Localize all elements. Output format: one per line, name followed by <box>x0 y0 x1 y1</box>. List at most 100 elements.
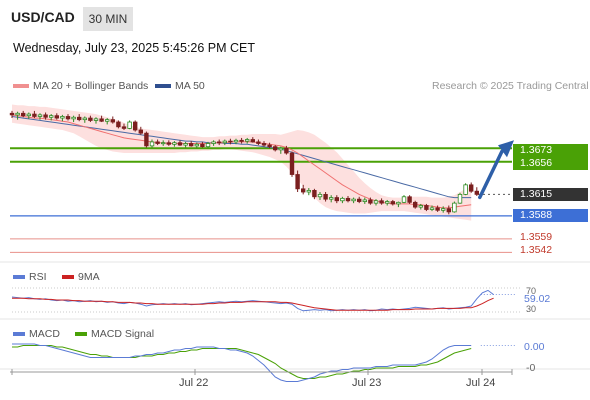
research-credit: Research © 2025 Trading Central <box>432 80 589 92</box>
legend-rsi-ma: 9MA <box>62 271 100 283</box>
macd-line <box>12 343 472 382</box>
candle-body <box>407 196 412 203</box>
timeframe-button[interactable]: 30 MIN <box>83 7 133 31</box>
candle-body <box>312 190 317 198</box>
legend-ma20: MA 20 + Bollinger Bands <box>13 80 148 92</box>
legend-macd: MACD <box>13 328 60 340</box>
candle-body <box>110 119 115 123</box>
price-level-label: 1.3656 <box>513 157 588 170</box>
candle-body <box>317 193 323 198</box>
legend-ma50: MA 50 <box>155 80 205 92</box>
forecast-arrow-head <box>498 140 514 158</box>
macd-zero-label: -0 <box>526 362 536 374</box>
candle-body <box>60 116 65 119</box>
candle-body <box>468 184 474 192</box>
candle-body <box>105 119 110 122</box>
candle-body <box>127 121 132 129</box>
candle-body <box>278 147 283 151</box>
candle-body <box>289 152 295 175</box>
legend-macd-signal: MACD Signal <box>75 328 154 340</box>
candle-body <box>401 196 407 203</box>
ma50-line <box>11 116 472 199</box>
candle-body <box>211 141 216 144</box>
candle-body <box>99 118 104 122</box>
candle-body <box>149 141 155 147</box>
candle-body <box>132 121 138 131</box>
candle-body <box>15 112 20 116</box>
candle-body <box>267 144 272 148</box>
candle-body <box>37 114 43 117</box>
candle-body <box>373 200 379 204</box>
candle-body <box>323 193 328 200</box>
legend-macd-swatch <box>13 332 25 337</box>
candle-body <box>474 190 479 195</box>
candle-body <box>300 188 306 193</box>
candle-body <box>256 141 261 144</box>
candle-body <box>412 201 418 208</box>
candle-body <box>228 140 233 143</box>
candle-body <box>244 139 250 142</box>
candle-body <box>54 115 59 119</box>
candle-body <box>328 197 334 200</box>
legend-rsi-label: RSI <box>29 271 47 283</box>
candle-body <box>121 126 127 129</box>
candle-body <box>166 142 171 145</box>
legend-ma50-label: MA 50 <box>175 80 205 92</box>
candle-body <box>116 121 121 128</box>
candle-body <box>172 142 177 145</box>
candle-body <box>379 200 384 204</box>
x-tick-label: Jul 23 <box>352 377 382 389</box>
candle-body <box>368 199 373 204</box>
candle-body <box>26 113 31 117</box>
candle-body <box>32 113 37 117</box>
rsi-value-label: 59.02 <box>524 293 551 305</box>
candle-body <box>194 143 199 147</box>
candle-body <box>429 207 435 210</box>
candle-body <box>20 112 26 117</box>
x-tick-label: Jul 24 <box>466 377 496 389</box>
candle-body <box>356 198 362 202</box>
rsi-level-30: 30 <box>526 304 537 314</box>
legend-ma50-swatch <box>155 84 171 89</box>
candle-body <box>396 201 401 205</box>
legend-macd-signal-swatch <box>75 332 87 337</box>
candle-body <box>261 143 267 146</box>
candle-body <box>222 140 227 144</box>
legend-rsi-ma-swatch <box>62 275 74 280</box>
candle-body <box>435 207 440 211</box>
candle-body <box>351 198 356 202</box>
candle-body <box>457 193 463 204</box>
datetime-label: Wednesday, July 23, 2025 5:45:26 PM CET <box>13 41 256 55</box>
candle-body <box>188 143 194 147</box>
legend-rsi-swatch <box>13 275 25 280</box>
symbol-title: USD/CAD <box>11 9 75 25</box>
candle-body <box>446 208 451 213</box>
candle-body <box>334 197 339 202</box>
candle-body <box>340 197 345 202</box>
candle-body <box>71 116 76 120</box>
legend-rsi-ma-label: 9MA <box>78 271 100 283</box>
candle-body <box>250 139 255 143</box>
rsi-line <box>11 289 494 312</box>
candle-body <box>183 143 188 146</box>
candle-body <box>177 142 183 146</box>
candle-body <box>88 117 93 121</box>
legend-macd-signal-label: MACD Signal <box>91 328 155 340</box>
candle-body <box>93 118 99 121</box>
price-level-label: 1.3588 <box>513 209 588 222</box>
candle-body <box>233 139 239 143</box>
candle-body <box>463 184 468 195</box>
candle-body <box>77 116 82 121</box>
candle-body <box>205 143 211 148</box>
price-level-label: 1.3542 <box>520 244 553 256</box>
rsi-ma-line <box>12 297 494 311</box>
macd-signal-line <box>12 345 472 379</box>
candle-body <box>424 205 429 210</box>
rsi-level-70: 70 <box>526 286 537 296</box>
price-level-label: 1.3559 <box>520 231 553 243</box>
candle-body <box>160 142 166 145</box>
candle-body <box>284 147 289 154</box>
candle-body <box>144 132 149 147</box>
candle-body <box>390 201 395 205</box>
candle-body <box>440 208 446 211</box>
